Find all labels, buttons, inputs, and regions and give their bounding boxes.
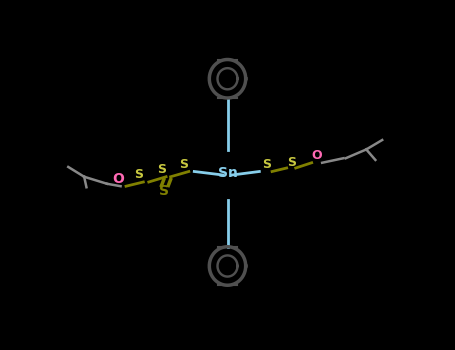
Text: S: S	[134, 168, 143, 182]
Text: S: S	[262, 158, 271, 171]
Text: O: O	[311, 149, 322, 162]
Text: S: S	[157, 163, 166, 176]
Text: S: S	[159, 184, 169, 198]
Text: Sn: Sn	[217, 166, 238, 180]
Text: S: S	[179, 158, 188, 171]
Text: S: S	[287, 156, 296, 169]
Text: O: O	[112, 172, 124, 186]
